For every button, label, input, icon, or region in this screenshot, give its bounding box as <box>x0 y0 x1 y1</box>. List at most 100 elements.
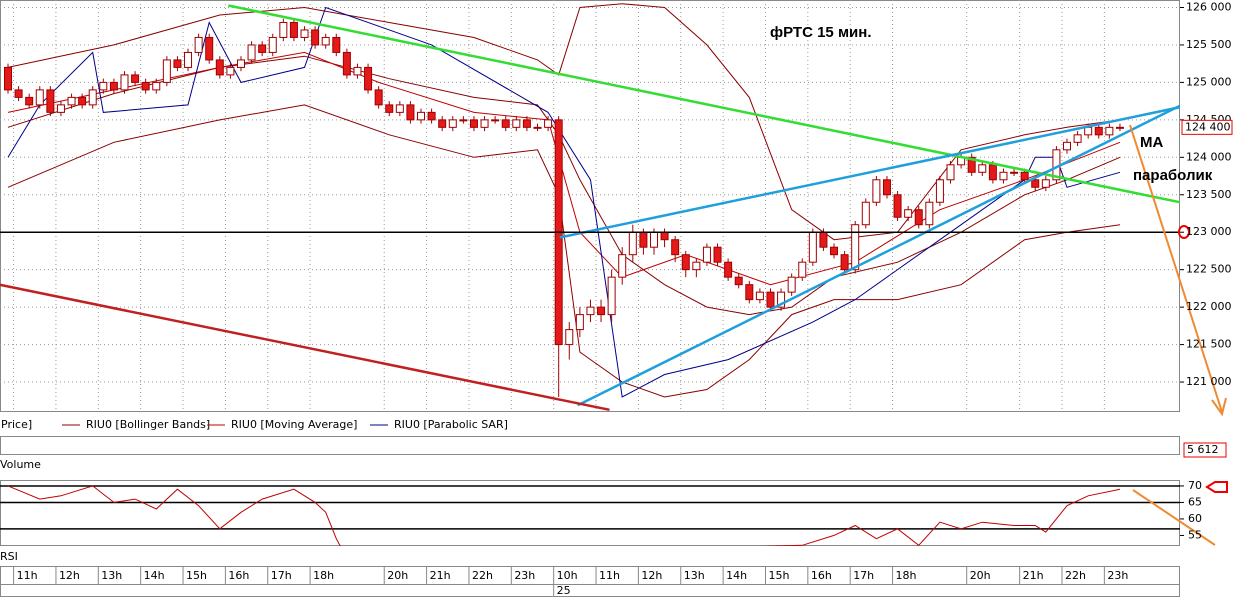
x-tick-label: 21h <box>430 569 451 582</box>
x-tick-label: 20h <box>387 569 408 582</box>
trend-line <box>577 104 1180 407</box>
candle-body <box>395 104 404 113</box>
candle-body <box>978 164 987 173</box>
x-tick-label: 22h <box>472 569 493 582</box>
rsi-tick-label: 60 <box>1188 512 1202 525</box>
x-tick-label: 12h <box>59 569 80 582</box>
y-tick-label: 121 000 <box>1186 375 1232 388</box>
candle-body <box>925 201 934 226</box>
candle-body <box>724 261 733 278</box>
candle-body <box>787 276 796 293</box>
y-tick-label: 125 500 <box>1186 38 1232 51</box>
candle-body <box>840 254 849 271</box>
candle-body <box>597 306 606 316</box>
candle-body <box>321 36 330 46</box>
x-tick-label: 23h <box>1107 569 1128 582</box>
y-tick-label: 122 500 <box>1186 263 1232 276</box>
candle-body <box>46 89 55 113</box>
candle-body <box>1073 134 1082 143</box>
candle-body <box>78 96 87 106</box>
rsi-panel <box>0 480 1180 546</box>
candle-body <box>893 194 902 218</box>
candle-body <box>702 246 711 263</box>
main-layer <box>0 0 1180 412</box>
candle-body <box>1010 171 1019 174</box>
last-price-box <box>1181 119 1233 135</box>
rsi-line <box>7 485 1121 546</box>
y-tick-label: 123 500 <box>1186 188 1232 201</box>
candle-body <box>755 291 764 301</box>
x-tick-label: 20h <box>970 569 991 582</box>
candle-body <box>215 59 224 76</box>
x-tick-label: 15h <box>768 569 789 582</box>
candle-body <box>861 201 870 226</box>
candle-body <box>268 36 277 53</box>
candle-body <box>131 74 140 83</box>
candle-body <box>406 104 415 121</box>
candle-body <box>1020 171 1029 181</box>
candle-body <box>872 179 881 203</box>
date-label: 25 <box>557 584 571 597</box>
candle-body <box>427 111 436 121</box>
x-tick-label: 22h <box>1065 569 1086 582</box>
candle-body <box>501 119 510 128</box>
candle-body <box>109 81 118 91</box>
candle-body <box>236 59 245 68</box>
level-marker <box>1178 225 1190 239</box>
rsi-tick-label: 65 <box>1188 495 1202 508</box>
candle-body <box>851 224 860 271</box>
candle-body <box>533 126 542 129</box>
candle-body <box>713 246 722 263</box>
candle-body <box>734 276 743 286</box>
x-tick-label: 15h <box>186 569 207 582</box>
candle-body <box>364 66 373 91</box>
last-price-label: 124 400 <box>1185 120 1231 133</box>
candle-body <box>671 239 680 256</box>
candle-body <box>882 179 891 196</box>
candle-body <box>1031 179 1040 188</box>
candle-body <box>67 96 76 106</box>
panel-label: RSI <box>0 550 18 563</box>
candle-body <box>258 44 267 53</box>
candle-body <box>544 119 553 128</box>
x-tick-label: 17h <box>853 569 874 582</box>
candle-body <box>152 81 161 91</box>
candle-body <box>999 171 1008 181</box>
x-tick-label: 14h <box>144 569 165 582</box>
candle-body <box>162 59 171 83</box>
candle-body <box>692 261 701 271</box>
y-tick-label: 121 500 <box>1186 338 1232 351</box>
candle-body <box>342 51 351 76</box>
candle-body <box>247 44 256 61</box>
candle-body <box>1094 126 1103 136</box>
candle-body <box>522 119 531 128</box>
candle-body <box>141 81 150 91</box>
candle-body <box>988 164 997 181</box>
candle-body <box>120 74 129 91</box>
legend-entry: Price] <box>1 418 32 431</box>
annotation: MA <box>1140 134 1163 151</box>
candle-body <box>914 209 923 226</box>
volume-value: 5 612 <box>1187 443 1219 456</box>
candle-body <box>766 291 775 308</box>
bollinger-lower <box>7 104 1121 398</box>
candle-body <box>88 89 97 106</box>
forecast-arrowhead <box>1211 397 1227 417</box>
candle-body <box>469 119 478 128</box>
volume-box <box>1183 442 1227 458</box>
candle-body <box>279 21 288 38</box>
x-tick-label: 13h <box>684 569 705 582</box>
rsi-forecast-arrow <box>1132 489 1216 546</box>
time-axis <box>0 566 1180 597</box>
candle-body <box>628 231 637 256</box>
trend-line <box>559 105 1180 239</box>
candle-body <box>798 261 807 278</box>
candle-body <box>512 119 521 128</box>
candle-body <box>374 89 383 106</box>
legend-entry: RIU0 [Bollinger Bands] <box>86 418 210 431</box>
panel-label: Volume <box>0 458 41 471</box>
candle-body <box>1084 126 1093 136</box>
candle-body <box>946 164 955 181</box>
x-tick-label: 16h <box>228 569 249 582</box>
